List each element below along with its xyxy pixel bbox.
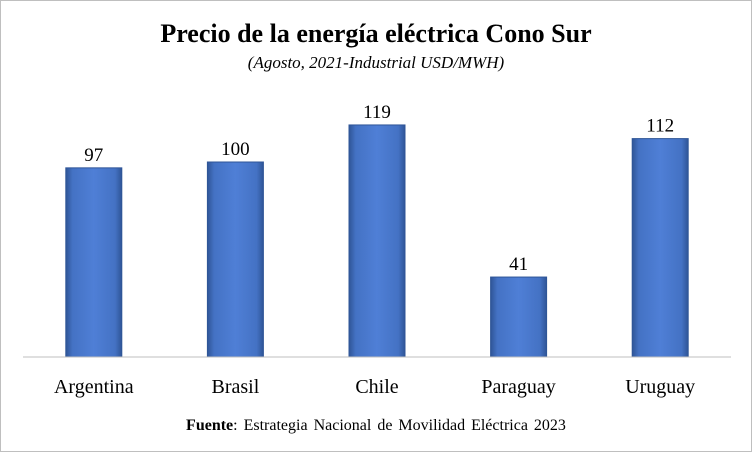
bar-uruguay xyxy=(631,138,689,358)
value-label-paraguay: 41 xyxy=(509,254,528,275)
category-label-brasil: Brasil xyxy=(212,376,260,398)
category-label-uruguay: Uruguay xyxy=(625,376,695,398)
source-text: : Estrategia Nacional de Movilidad Eléct… xyxy=(233,417,566,434)
chart-title: Precio de la energía eléctrica Cono Sur xyxy=(160,19,592,48)
category-label-paraguay: Paraguay xyxy=(481,376,555,398)
bar-chile xyxy=(348,124,406,358)
category-label-chile: Chile xyxy=(355,376,398,398)
bar-argentina xyxy=(65,167,123,358)
value-label-chile: 119 xyxy=(363,102,391,123)
category-label-argentina: Argentina xyxy=(54,376,134,398)
bar-brasil xyxy=(206,161,264,358)
value-label-argentina: 97 xyxy=(84,145,103,166)
chart-subtitle: (Agosto, 2021-Industrial USD/MWH) xyxy=(247,53,505,72)
source-note: Fuente: Estrategia Nacional de Movilidad… xyxy=(1,417,751,435)
bar-paraguay xyxy=(490,276,548,358)
source-label: Fuente xyxy=(186,417,234,434)
value-label-uruguay: 112 xyxy=(646,116,674,137)
value-label-brasil: 100 xyxy=(221,139,250,160)
